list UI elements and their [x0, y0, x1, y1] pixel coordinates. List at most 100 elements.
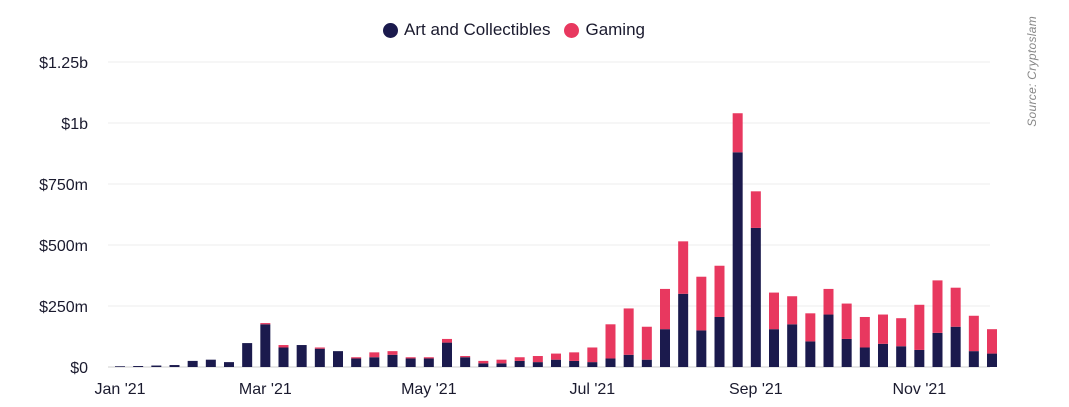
bar-gaming [478, 360, 489, 364]
bar-gaming [387, 351, 398, 355]
bar-gaming [623, 308, 634, 355]
bar-art-collectibles [387, 354, 398, 367]
bar-art-collectibles [532, 362, 543, 367]
bar-gaming [714, 265, 725, 317]
legend-swatch-gaming [564, 22, 580, 38]
bar-art-collectibles [442, 342, 452, 367]
bar-gaming [968, 315, 979, 352]
bar-gaming [696, 276, 707, 331]
bar-gaming [660, 288, 670, 330]
legend-label-gaming: Gaming [585, 20, 645, 39]
bar-art-collectibles [769, 329, 779, 367]
bar-art-collectibles [914, 349, 925, 367]
bar-art-collectibles [478, 363, 489, 367]
bar-art-collectibles [151, 365, 162, 367]
bar-gaming [551, 353, 561, 360]
bar-gaming [750, 191, 761, 228]
bar-gaming [769, 292, 779, 330]
bar-gaming [896, 318, 907, 347]
bar-gaming [496, 359, 507, 364]
bar-art-collectibles [423, 358, 434, 367]
bar-gaming [278, 345, 289, 348]
bar-art-collectibles [569, 360, 580, 367]
bar-art-collectibles [805, 341, 816, 367]
x-tick-label: Nov '21 [892, 381, 946, 398]
bar-art-collectibles [187, 360, 198, 367]
bar-gaming [423, 357, 434, 359]
bar-art-collectibles [224, 362, 234, 367]
bar-art-collectibles [714, 316, 725, 367]
y-tick-label: $250m [39, 299, 88, 316]
bar-gaming [514, 357, 525, 361]
x-tick-label: Sep '21 [729, 381, 783, 398]
bar-gaming [442, 338, 452, 343]
bar-gaming [732, 113, 743, 153]
bar-art-collectibles [932, 332, 943, 367]
bar-art-collectibles [551, 359, 561, 367]
bar-art-collectibles [950, 326, 961, 367]
bar-gaming [787, 296, 798, 325]
bar-gaming [641, 326, 652, 360]
chart-legend: Art and Collectibles Gaming [383, 20, 659, 40]
x-tick-label: Jan '21 [94, 381, 145, 398]
bar-gaming [805, 313, 816, 342]
bar-art-collectibles [351, 358, 362, 367]
x-tick-label: Jul '21 [569, 381, 615, 398]
bar-art-collectibles [987, 353, 997, 367]
bar-art-collectibles [623, 354, 634, 367]
bar-art-collectibles [823, 314, 834, 367]
bar-gaming [932, 280, 943, 333]
bar-gaming [260, 323, 271, 325]
bar-art-collectibles [205, 359, 216, 367]
bar-art-collectibles [296, 345, 307, 367]
bar-gaming [823, 288, 834, 315]
bar-art-collectibles [333, 351, 343, 367]
bar-gaming [569, 352, 580, 361]
bar-art-collectibles [242, 343, 253, 367]
bar-art-collectibles [514, 360, 525, 367]
bar-art-collectibles [841, 338, 852, 367]
bar-art-collectibles [587, 362, 598, 367]
bar-art-collectibles [732, 152, 743, 367]
bar-art-collectibles [878, 343, 888, 367]
bar-gaming [878, 314, 888, 344]
bar-art-collectibles [750, 227, 761, 367]
bar-gaming [841, 303, 852, 339]
bar-art-collectibles [641, 359, 652, 367]
x-tick-label: May '21 [401, 381, 457, 398]
bar-gaming [369, 352, 380, 358]
bar-art-collectibles [678, 293, 689, 367]
y-tick-label: $750m [39, 177, 88, 194]
bar-art-collectibles [696, 330, 707, 367]
y-tick-label: $500m [39, 238, 88, 255]
bar-gaming [314, 347, 325, 349]
bar-gaming [678, 241, 689, 294]
bar-art-collectibles [278, 347, 289, 367]
bar-art-collectibles [133, 366, 144, 367]
bar-gaming [859, 316, 870, 348]
x-tick-label: Mar '21 [239, 381, 292, 398]
bar-art-collectibles [405, 358, 416, 367]
y-tick-label: $1b [61, 116, 88, 133]
bar-art-collectibles [314, 348, 325, 367]
bar-gaming [460, 356, 471, 358]
bar-gaming [532, 356, 543, 363]
bar-gaming [405, 357, 416, 359]
bar-art-collectibles [605, 358, 616, 367]
bar-gaming [987, 329, 997, 354]
bar-art-collectibles [460, 357, 471, 367]
bar-art-collectibles [169, 365, 180, 367]
bar-gaming [587, 347, 598, 363]
bar-art-collectibles [859, 347, 870, 367]
bar-art-collectibles [787, 324, 798, 367]
bar-art-collectibles [896, 346, 907, 367]
bar-art-collectibles [968, 351, 979, 367]
legend-item-art[interactable]: Art and Collectibles [383, 20, 550, 40]
bar-art-collectibles [260, 324, 271, 367]
legend-item-gaming[interactable]: Gaming [564, 20, 645, 40]
bar-art-collectibles [496, 363, 507, 367]
bar-art-collectibles [660, 329, 670, 367]
y-tick-label: $1.25b [39, 55, 88, 72]
y-tick-label: $0 [70, 360, 88, 377]
